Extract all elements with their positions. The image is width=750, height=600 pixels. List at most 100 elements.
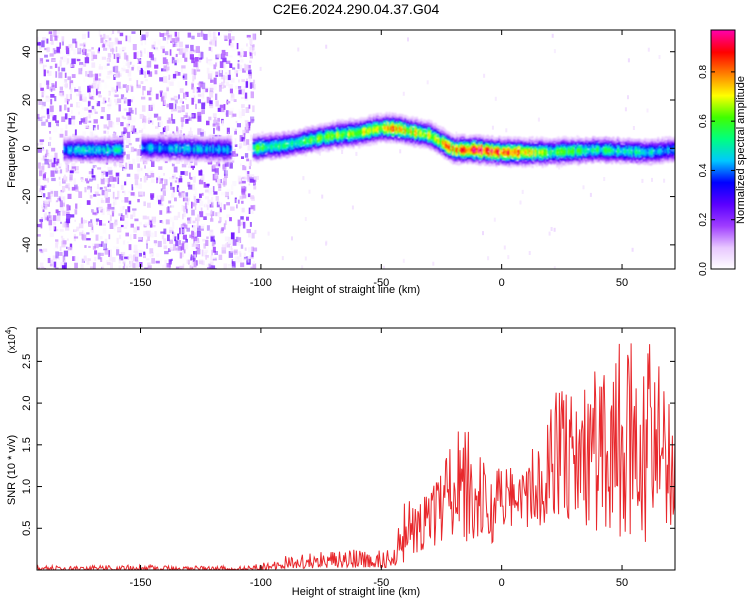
ridge-cell (374, 114, 377, 117)
ridge-cell (389, 123, 393, 127)
noise-speck (44, 98, 50, 101)
ridge-cell (206, 144, 209, 147)
noise-speck (236, 256, 241, 260)
noise-speck (114, 208, 117, 213)
ridge-cell (309, 141, 312, 144)
noise-speck (182, 213, 184, 220)
noise-speck (41, 186, 45, 191)
ridge-cell (300, 147, 303, 150)
ridge-cell (197, 148, 200, 152)
ridge-cell (69, 153, 72, 156)
ridge-cell (187, 148, 190, 152)
ridge-cell (391, 137, 394, 140)
noise-speck (169, 244, 175, 250)
noise-speck (150, 193, 155, 198)
ridge-cell (76, 143, 79, 146)
noise-speck (537, 117, 540, 122)
ridge-cell (225, 145, 228, 148)
noise-speck (107, 104, 112, 107)
noise-speck (52, 221, 57, 226)
ridge-cell (345, 138, 348, 142)
noise-speck (162, 76, 168, 83)
ridge-cell (174, 134, 177, 138)
ridge-cell (202, 146, 205, 150)
noise-speck (224, 242, 228, 249)
ridge-cell (196, 145, 199, 148)
ridge-cell (229, 156, 232, 159)
noise-speck (251, 146, 254, 153)
noise-speck (65, 46, 69, 53)
ridge-cell (323, 143, 326, 147)
noise-speck (505, 128, 508, 133)
ridge-cell (157, 142, 160, 146)
noise-speck (171, 205, 175, 212)
ridge-cell (389, 127, 393, 130)
noise-speck (64, 104, 67, 111)
noise-speck (143, 122, 146, 129)
noise-speck (55, 242, 59, 249)
ridge-cell (264, 150, 267, 154)
ridge-cell (158, 157, 161, 160)
noise-speck (53, 157, 56, 164)
ridge-cell (387, 140, 390, 144)
ridge-cell (309, 138, 312, 142)
noise-speck (109, 255, 113, 262)
ridge-cell (108, 138, 111, 142)
noise-speck (106, 63, 110, 66)
noise-speck (99, 34, 103, 38)
ridge-cell (272, 150, 276, 153)
ridge-cell (327, 141, 330, 145)
ridge-cell (166, 158, 169, 162)
ridge-cell (317, 132, 320, 136)
ridge-cell (291, 135, 294, 139)
noise-speck (211, 249, 213, 256)
ridge-cell (382, 120, 385, 123)
ridge-cell (226, 155, 229, 158)
ridge-cell (202, 136, 205, 139)
ridge-cell (77, 136, 81, 139)
noise-speck (229, 63, 233, 68)
noise-speck (123, 226, 128, 229)
noise-speck (658, 55, 661, 59)
ridge-cell (298, 128, 302, 132)
noise-speck (223, 170, 228, 176)
noise-speck (89, 93, 92, 98)
ridge-cell (151, 137, 154, 140)
noise-speck (101, 264, 105, 269)
ridge-cell (355, 128, 358, 132)
ridge-cell (257, 139, 260, 143)
ridge-cell (323, 136, 326, 139)
ridge-cell (387, 115, 390, 118)
ridge-cell (189, 143, 192, 146)
ridge-cell (210, 146, 213, 150)
ridge-cell (278, 142, 281, 146)
noise-speck (103, 130, 107, 134)
noise-speck (52, 59, 56, 62)
ridge-cell (88, 145, 91, 149)
ridge-cell (326, 130, 329, 133)
ridge-cell (98, 151, 101, 154)
noise-speck (122, 190, 125, 193)
ridge-cell (177, 137, 180, 141)
ridge-cell (72, 146, 75, 150)
ridge-cell (329, 146, 332, 150)
ridge-cell (90, 144, 94, 147)
noise-speck (251, 79, 255, 85)
noise-speck (178, 98, 181, 103)
ridge-cell (166, 146, 169, 150)
ridge-cell (337, 131, 341, 135)
ridge-cell (73, 150, 76, 153)
noise-speck (243, 176, 249, 180)
noise-speck (174, 236, 177, 242)
ridge-cell (255, 156, 258, 160)
noise-speck (71, 115, 76, 120)
ridge-cell (310, 151, 313, 154)
ridge-cell (194, 140, 198, 143)
noise-speck (238, 79, 240, 83)
ridge-cell (90, 149, 94, 152)
ridge-cell (171, 141, 174, 144)
noise-speck (129, 68, 131, 72)
ridge-cell (372, 124, 375, 127)
noise-speck (225, 74, 229, 82)
noise-speck (528, 251, 531, 255)
